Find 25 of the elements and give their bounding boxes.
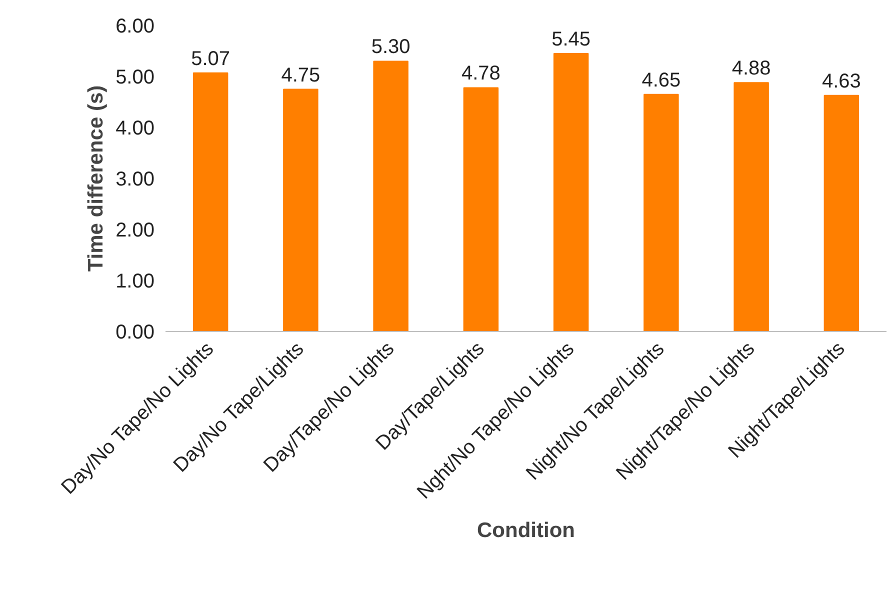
data-label: 4.75 bbox=[281, 64, 320, 86]
bar bbox=[734, 82, 769, 332]
data-label: 5.45 bbox=[552, 28, 591, 51]
y-tick-label: 4.00 bbox=[116, 118, 155, 140]
data-label: 4.78 bbox=[461, 62, 500, 85]
y-tick-label: 5.00 bbox=[116, 66, 155, 88]
data-label: 4.88 bbox=[732, 58, 771, 80]
y-tick-label: 3.00 bbox=[116, 168, 155, 190]
bar bbox=[192, 72, 228, 332]
bar bbox=[824, 94, 860, 332]
data-label: 4.63 bbox=[822, 70, 861, 92]
bar bbox=[463, 87, 499, 332]
y-tick-label: 0.00 bbox=[116, 322, 155, 344]
y-tick-label: 2.00 bbox=[116, 220, 155, 242]
data-label: 5.30 bbox=[371, 36, 410, 58]
data-label: 5.07 bbox=[191, 48, 230, 70]
bar bbox=[373, 60, 408, 332]
y-tick-label: 1.00 bbox=[116, 270, 155, 292]
y-tick-label: 6.00 bbox=[116, 16, 155, 38]
bar bbox=[644, 94, 679, 332]
bar bbox=[283, 88, 318, 332]
bar bbox=[553, 53, 589, 332]
data-label: 4.65 bbox=[642, 69, 681, 92]
y-axis-title: Time difference (s) bbox=[84, 85, 108, 272]
x-axis-title: Condition bbox=[477, 519, 575, 542]
